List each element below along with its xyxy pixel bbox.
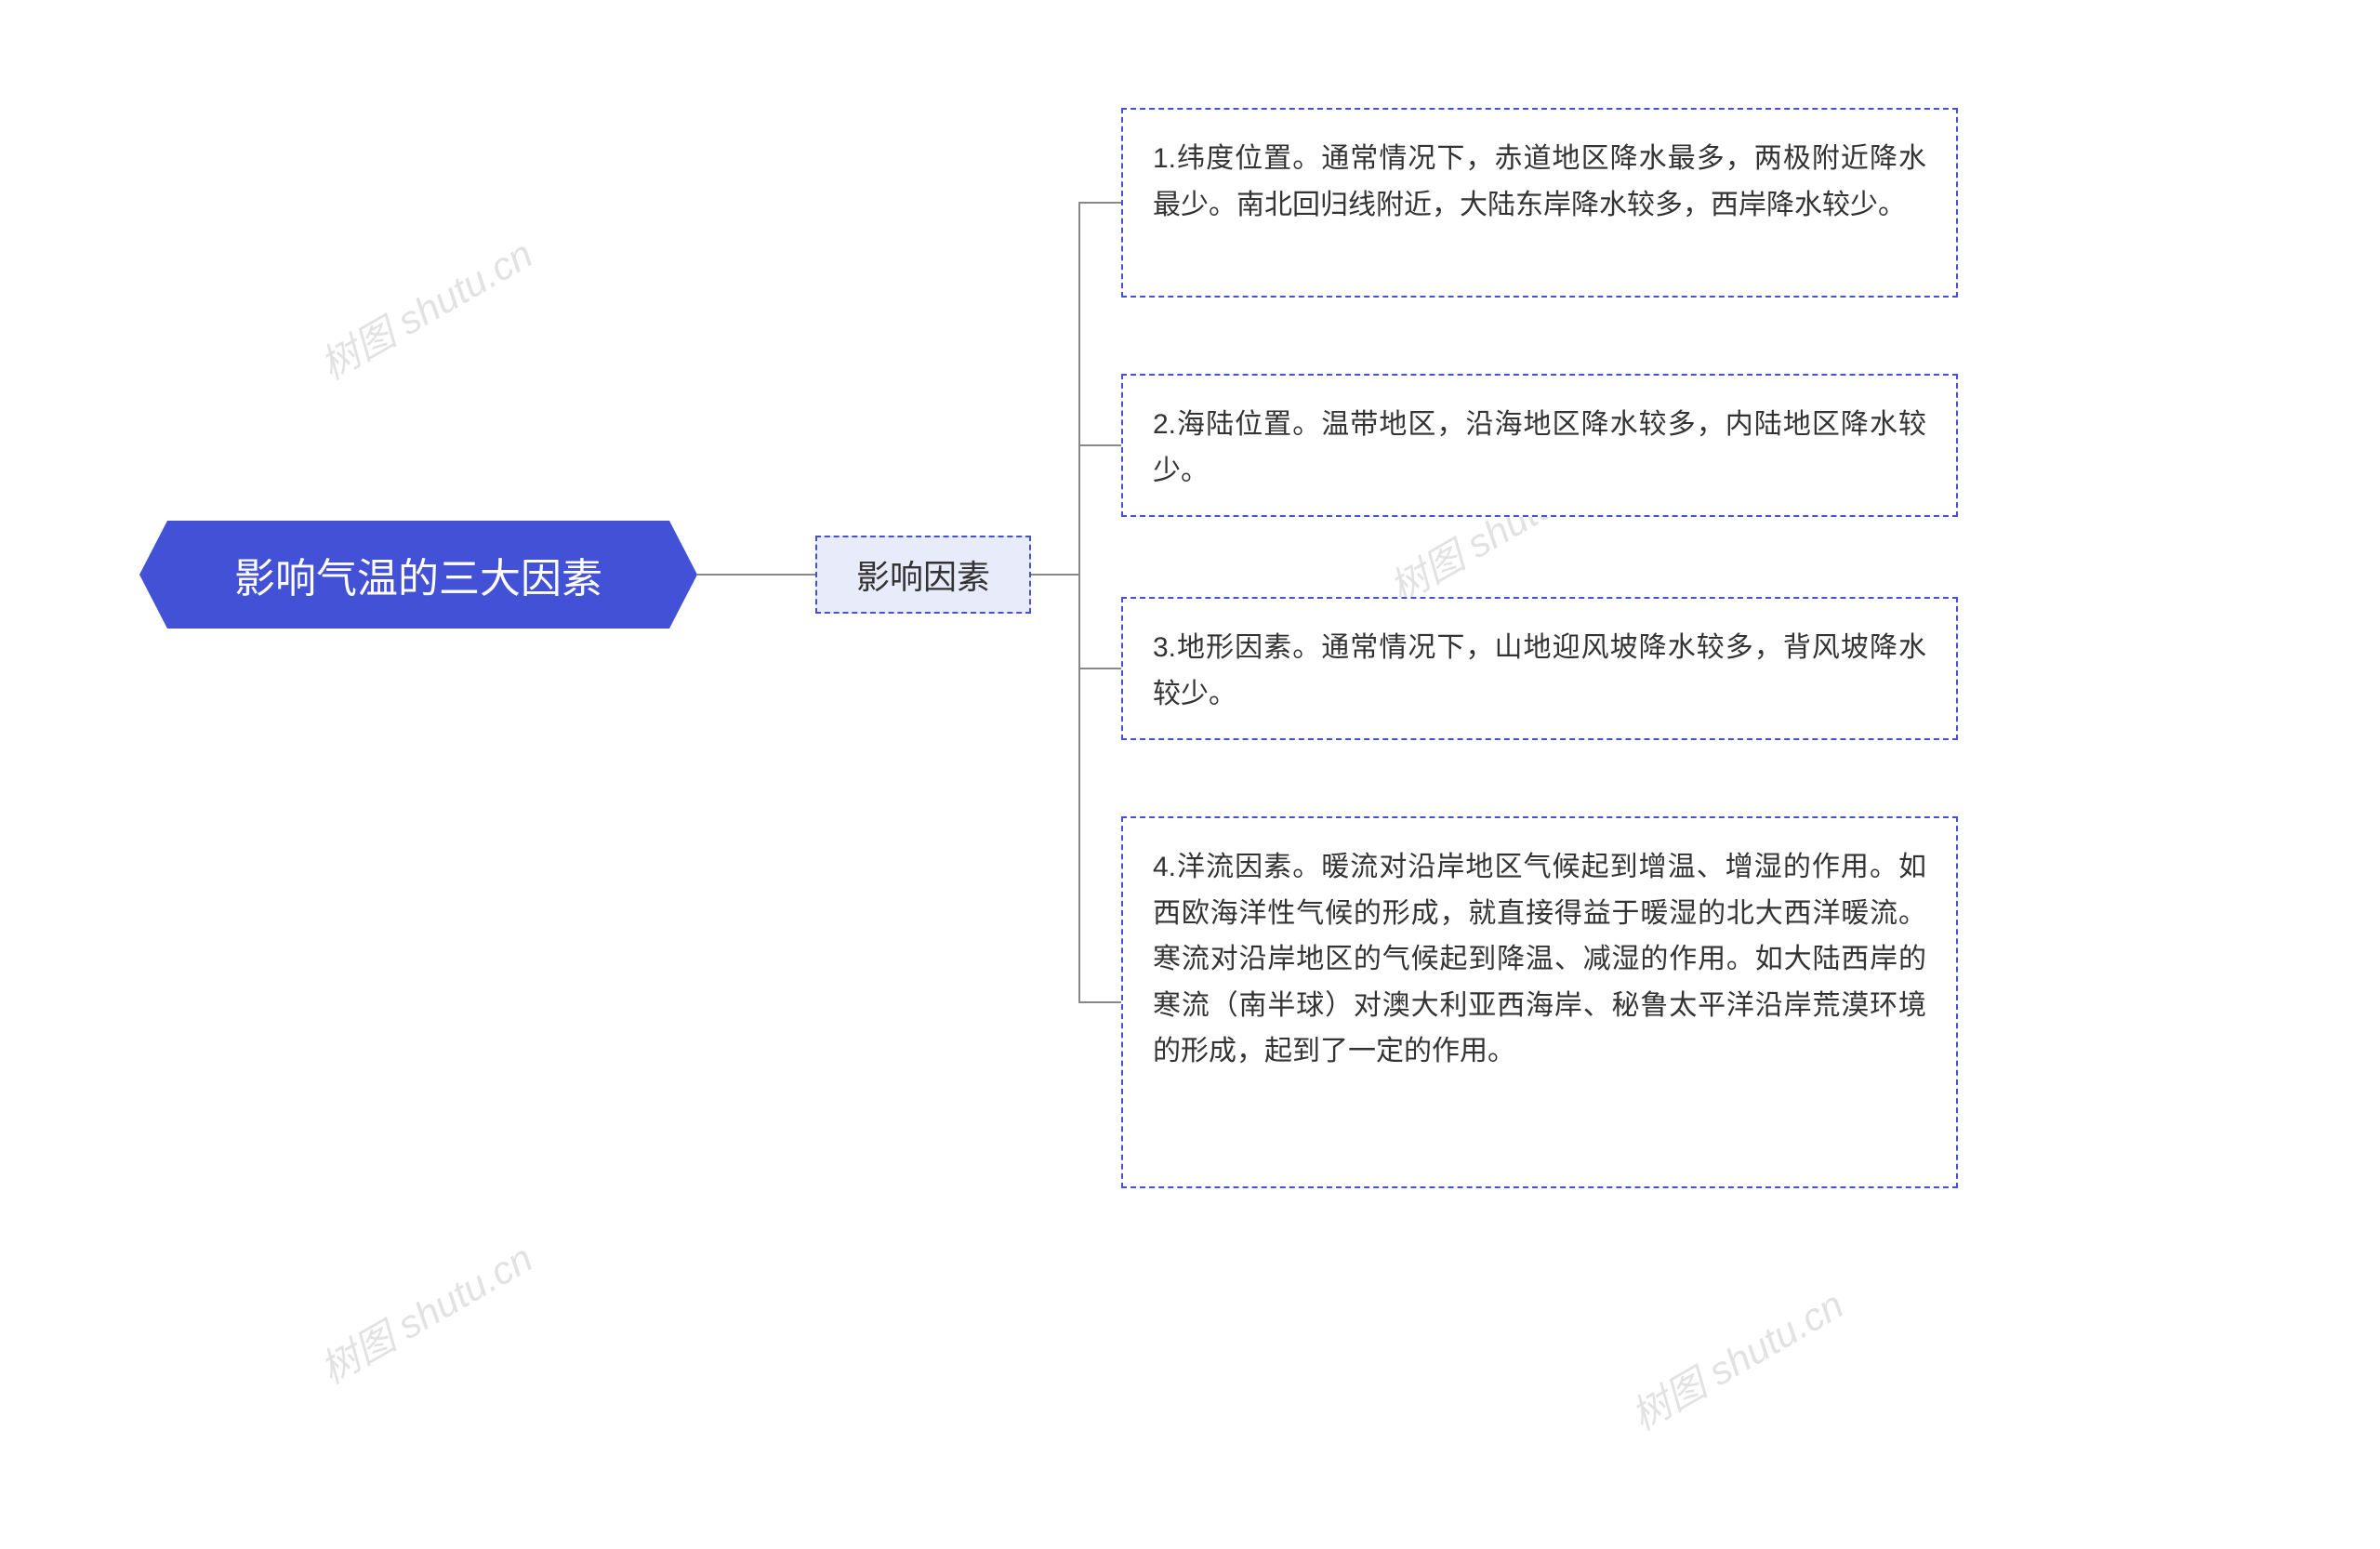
leaf-label: 3.地形因素。通常情况下，山地迎风坡降水较多，背风坡降水较少。 — [1153, 632, 1926, 709]
connector-line — [1078, 202, 1121, 204]
leaf-node: 4.洋流因素。暖流对沿岸地区气候起到增温、增湿的作用。如西欧海洋性气候的形成，就… — [1121, 816, 1958, 1188]
leaf-node: 3.地形因素。通常情况下，山地迎风坡降水较多，背风坡降水较少。 — [1121, 597, 1958, 740]
root-notch-decoration — [669, 521, 697, 629]
watermark: 树图 shutu.cn — [309, 1227, 542, 1395]
connector-line — [1078, 668, 1121, 669]
watermark: 树图 shutu.cn — [1620, 1274, 1853, 1441]
watermark: 树图 shutu.cn — [309, 223, 542, 391]
leaf-node: 1.纬度位置。通常情况下，赤道地区降水最多，两极附近降水最少。南北回归线附近，大… — [1121, 108, 1958, 298]
leaf-label: 2.海陆位置。温带地区，沿海地区降水较多，内陆地区降水较少。 — [1153, 409, 1926, 486]
root-notch-decoration — [139, 521, 167, 629]
connector-line — [1078, 203, 1080, 1002]
mindmap-diagram: 树图 shutu.cn 树图 shutu.cn 树图 shutu.cn 树图 s… — [0, 0, 2380, 1549]
leaf-node: 2.海陆位置。温带地区，沿海地区降水较多，内陆地区降水较少。 — [1121, 374, 1958, 517]
leaf-label: 1.纬度位置。通常情况下，赤道地区降水最多，两极附近降水最少。南北回归线附近，大… — [1153, 143, 1926, 220]
sub-node: 影响因素 — [815, 536, 1031, 614]
sub-label: 影响因素 — [856, 550, 990, 599]
root-node: 影响气温的三大因素 — [167, 521, 669, 629]
leaf-label: 4.洋流因素。暖流对沿岸地区气候起到增温、增湿的作用。如西欧海洋性气候的形成，就… — [1153, 852, 1926, 1066]
root-label: 影响气温的三大因素 — [234, 545, 602, 604]
connector-line — [1078, 444, 1121, 446]
connector-line — [697, 574, 815, 576]
connector-line — [1031, 574, 1078, 576]
connector-line — [1078, 1001, 1121, 1003]
